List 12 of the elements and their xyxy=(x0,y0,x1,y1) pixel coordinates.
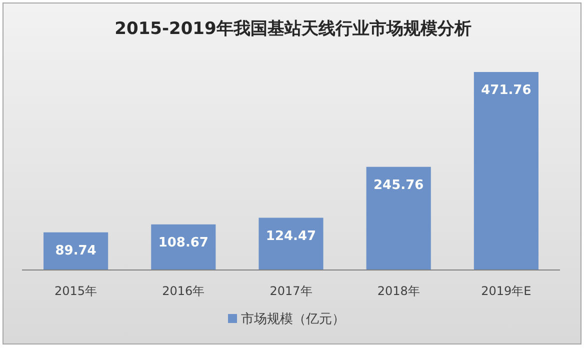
chart-title: 2015-2019年我国基站天线行业市场规模分析 xyxy=(114,19,472,39)
legend-label: 市场规模（亿元） xyxy=(241,312,345,327)
data-label: 89.74 xyxy=(55,243,96,258)
x-tick-label: 2015年 xyxy=(54,284,98,298)
x-tick-label: 2018年 xyxy=(377,284,420,298)
data-label: 108.67 xyxy=(158,235,208,250)
data-label: 471.76 xyxy=(481,83,532,98)
x-tick-label: 2016年 xyxy=(162,284,205,298)
x-tick-label: 2019年E xyxy=(481,284,532,298)
x-tick-label: 2017年 xyxy=(270,284,312,298)
data-label: 245.76 xyxy=(374,178,424,193)
data-label: 124.47 xyxy=(266,228,316,244)
